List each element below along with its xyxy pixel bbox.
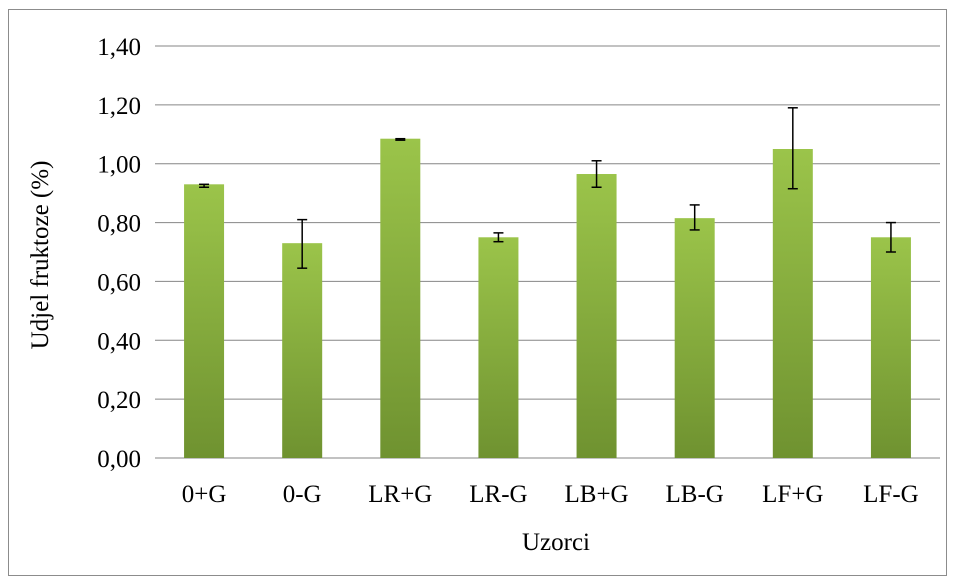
bar-LR+G xyxy=(380,138,421,458)
y-axis-title: Udjel fruktoze (%) xyxy=(27,161,54,350)
y-axis-ticks: 0,00 0,20 0,40 0,60 0,80 1,00 1,20 1,40 xyxy=(97,34,141,473)
bar-LF-G xyxy=(870,237,911,458)
x-tick-label: 0+G xyxy=(182,481,227,508)
bar-LF+G xyxy=(772,149,813,458)
x-tick-label: LB+G xyxy=(565,481,629,508)
x-tick-label: LF-G xyxy=(863,481,919,508)
bar-LB-G xyxy=(674,218,715,458)
x-tick-label: LB-G xyxy=(666,481,724,508)
x-axis-title: Uzorci xyxy=(522,529,590,556)
y-tick-label: 0,00 xyxy=(97,446,141,473)
error-bar-0-G xyxy=(297,218,308,269)
bars xyxy=(184,138,911,459)
bar-0-G xyxy=(282,243,323,458)
error-bar-LB-G xyxy=(689,204,700,231)
error-bar-LF-G xyxy=(885,221,896,253)
error-bar-LR+G xyxy=(395,137,406,141)
y-tick-label: 0,40 xyxy=(97,328,141,355)
y-tick-label: 1,40 xyxy=(97,34,141,61)
bar-LB+G xyxy=(576,174,617,458)
y-tick-label: 1,20 xyxy=(97,93,141,120)
error-bar-0+G xyxy=(199,183,210,189)
gridlines xyxy=(155,45,940,459)
error-bar-LB+G xyxy=(591,160,602,189)
bar-0+G xyxy=(184,184,225,459)
y-tick-label: 0,80 xyxy=(97,211,141,238)
error-bar-LR-G xyxy=(493,232,504,243)
error-bars xyxy=(199,107,896,269)
error-bar-LF+G xyxy=(787,107,798,190)
bar-LR-G xyxy=(478,237,519,458)
x-axis-ticks: 0+G 0-G LR+G LR-G LB+G LB-G LF+G LF-G xyxy=(182,481,919,508)
x-tick-label: LR+G xyxy=(368,481,432,508)
y-tick-label: 0,60 xyxy=(97,269,141,296)
y-tick-label: 1,00 xyxy=(97,152,141,179)
x-tick-label: 0-G xyxy=(283,481,322,508)
y-tick-label: 0,20 xyxy=(97,387,141,414)
x-tick-label: LR-G xyxy=(469,481,527,508)
x-tick-label: LF+G xyxy=(762,481,823,508)
